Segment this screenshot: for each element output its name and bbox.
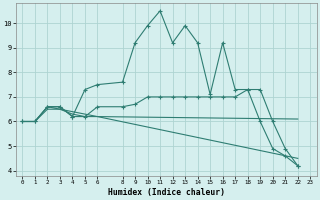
X-axis label: Humidex (Indice chaleur): Humidex (Indice chaleur) [108, 188, 225, 197]
